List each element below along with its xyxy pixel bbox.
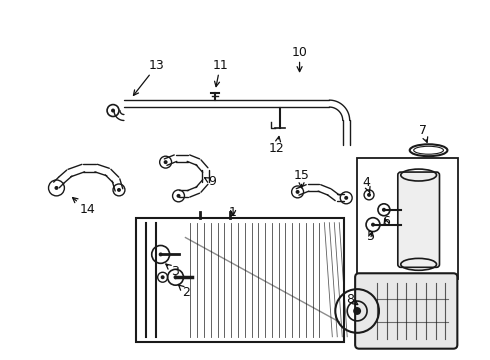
Text: 14: 14 <box>73 198 95 216</box>
Circle shape <box>161 275 165 279</box>
Text: 11: 11 <box>212 59 228 87</box>
Text: 1: 1 <box>229 206 237 219</box>
Bar <box>357 158 458 279</box>
Circle shape <box>367 193 371 197</box>
Circle shape <box>353 307 361 315</box>
Text: 12: 12 <box>269 136 285 155</box>
Circle shape <box>382 208 386 212</box>
Text: 3: 3 <box>166 264 178 278</box>
Circle shape <box>295 190 299 194</box>
Text: 7: 7 <box>418 124 428 142</box>
Text: 10: 10 <box>292 46 308 72</box>
Text: 13: 13 <box>133 59 165 95</box>
Text: 5: 5 <box>367 230 375 243</box>
Circle shape <box>117 188 121 192</box>
Circle shape <box>111 109 115 113</box>
Bar <box>136 218 344 342</box>
Circle shape <box>173 275 177 279</box>
Text: 2: 2 <box>179 285 190 299</box>
Text: 4: 4 <box>362 176 370 193</box>
FancyBboxPatch shape <box>355 273 457 349</box>
Text: 9: 9 <box>204 175 216 189</box>
Circle shape <box>176 194 180 198</box>
Circle shape <box>371 223 375 227</box>
Text: 8: 8 <box>346 293 358 306</box>
Circle shape <box>54 186 58 190</box>
FancyBboxPatch shape <box>398 172 440 267</box>
Circle shape <box>159 252 163 256</box>
Circle shape <box>344 196 348 200</box>
Circle shape <box>164 160 168 164</box>
Text: 6: 6 <box>382 215 390 228</box>
Text: 15: 15 <box>294 168 310 188</box>
